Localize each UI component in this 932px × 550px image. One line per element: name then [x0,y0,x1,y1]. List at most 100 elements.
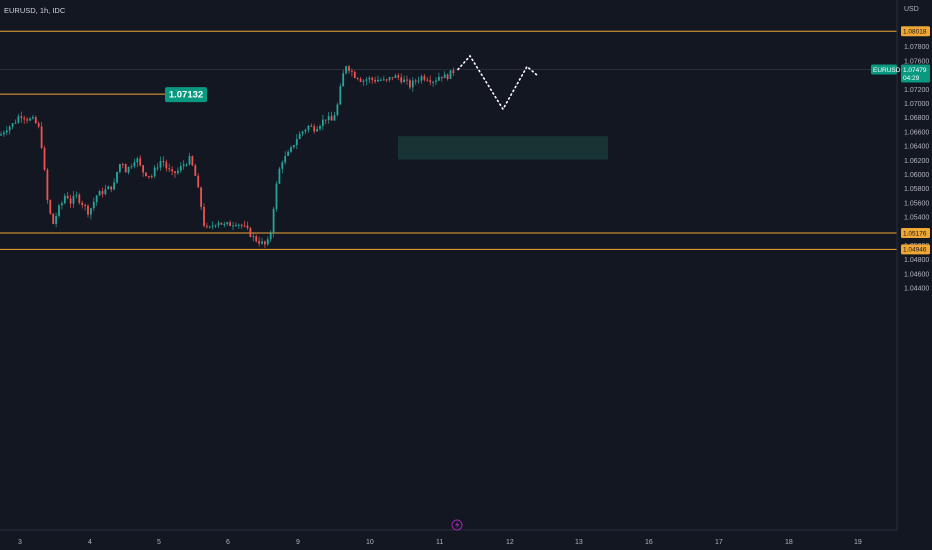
candle-body [293,145,295,148]
y-tick-label: 1.06000 [904,172,929,179]
candle-body [235,225,237,227]
candle-body [127,166,130,173]
level-price-tag [901,228,930,239]
candle-body [449,70,452,79]
current-price-tag-label: 1.07479 [903,67,927,74]
lightning-icon[interactable] [451,519,463,531]
candle-body [66,195,69,199]
candle-body [116,171,118,183]
candle-body [52,213,55,224]
candle-body [310,125,313,127]
candle-body [92,201,95,209]
candle-body [113,182,115,190]
candle-body [75,194,78,196]
candle-body [121,164,124,166]
candle-body [211,225,214,227]
demand-zone[interactable] [398,136,608,160]
time-axis[interactable]: 3 4 5 6 9 10 11 12 13 16 17 18 19 [18,539,862,546]
candle-body [177,170,179,174]
y-tick-label: 1.05800 [904,186,929,193]
candle-body [148,175,150,177]
candle-body [104,189,107,195]
candle-body [153,167,156,177]
x-tick-label: 16 [645,539,653,546]
y-tick-label: 1.06800 [904,115,929,122]
candle-body [264,241,266,245]
candle-body [452,70,455,74]
candle-body [72,195,75,204]
projection-path[interactable] [457,54,538,111]
candle-body [377,79,379,82]
candle-body [133,162,136,167]
y-tick-label: 1.07000 [904,101,929,108]
candle-body [316,128,318,132]
candle-body [232,225,234,227]
candle-body [252,236,255,238]
candle-body [272,208,275,234]
candle-body [14,122,17,124]
candle-body [266,239,269,245]
candle-body [165,162,168,169]
current-price-tag [901,64,930,83]
candle-body [380,79,382,81]
candle-body [214,225,217,227]
candle-body [63,195,66,204]
candle-body [391,77,394,79]
x-tick-label: 5 [157,539,161,546]
countdown-label: 04:29 [903,75,920,82]
candle-body [81,202,84,206]
candle-body [426,79,429,81]
zone-layer [398,136,608,160]
candle-body [191,156,194,166]
candle-body [382,79,385,81]
candle-body [269,233,272,240]
candle-body [414,80,417,82]
candle-body [365,79,368,81]
candle-body [278,168,281,184]
x-tick-label: 4 [88,539,92,546]
candle-body [197,175,200,188]
candle-body [179,166,182,171]
candle-body [220,222,223,225]
candle-body [58,205,60,216]
y-tick-label: 1.06200 [904,158,929,165]
level-price-tag-label: 1.04946 [903,247,927,254]
candle-body [368,77,371,80]
y-tick-label: 1.07600 [904,58,929,65]
candle-body [336,104,339,116]
candle-body [188,156,191,165]
candle-body [43,147,46,170]
x-tick-label: 17 [715,539,723,546]
x-tick-label: 12 [506,539,514,546]
candle-body [397,75,400,78]
candle-body [420,76,423,81]
level-annotation-tag[interactable] [165,87,207,103]
candle-body [23,117,26,120]
candle-body [295,139,298,146]
y-tick-label: 1.04600 [904,271,929,278]
candle-body [200,187,202,207]
candle-body [5,130,8,133]
candle-body [110,186,113,190]
price-axis-background[interactable] [897,0,932,550]
y-tick-label: 1.04400 [904,286,929,293]
candle-body [298,133,301,140]
candle-body [429,80,432,83]
candle-body [342,73,345,87]
candle-body [330,116,333,121]
candle-body [124,164,127,173]
candle-body [345,66,347,74]
y-tick-label: 1.04800 [904,257,929,264]
candle-body [107,186,110,190]
symbol-info[interactable]: EURUSD, 1h, IDC [4,6,66,15]
candle-body [29,118,31,121]
candle-body [240,224,243,226]
x-tick-label: 9 [296,539,300,546]
candle-body [69,198,72,204]
candle-body [394,75,397,78]
candle-body [432,81,434,83]
candle-body [443,74,446,79]
candle-body [11,123,14,127]
